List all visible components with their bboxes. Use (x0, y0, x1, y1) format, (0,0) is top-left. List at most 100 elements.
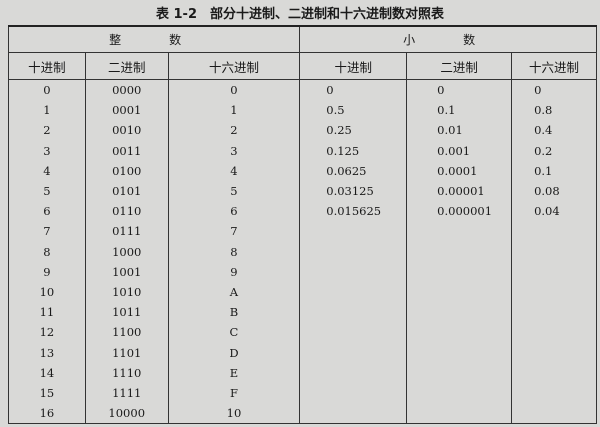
table-cell: 4 (167, 160, 301, 181)
table-row: 5 0101 5 0.03125 0.00001 0.08 (8, 180, 597, 202)
table-cell: 1 (167, 100, 301, 121)
number-system-table: 整 数 小 数 十进制 二进制 十六进制 十进制 二进制 十六进制 0 0000 0… (7, 25, 597, 425)
table-cell (299, 382, 408, 403)
table-cell: 2 (167, 120, 301, 141)
table-cell (511, 281, 597, 303)
table-row: 4 0100 4 0.0625 0.0001 0.1 (8, 160, 597, 181)
table-cell: 0.015625 (299, 201, 408, 222)
table-cell: 2 (8, 120, 86, 141)
table-cell (406, 261, 513, 282)
table-cell: 1001 (84, 261, 169, 282)
table-cell: 15 (8, 382, 86, 403)
table-cell (299, 362, 408, 383)
table-row: 15 1111 F (8, 382, 597, 403)
table-cell: 1 (8, 100, 86, 121)
table-cell (299, 342, 408, 363)
table-cell: C (167, 322, 301, 343)
table-cell: 0.1 (406, 100, 513, 121)
table-cell: 3 (8, 140, 86, 161)
table-cell (406, 382, 513, 403)
table-cell: 16 (8, 403, 86, 425)
table-cell: 7 (8, 221, 86, 242)
table-cell (406, 241, 513, 262)
group-header-fraction: 小 数 (299, 25, 597, 53)
table-row: 3 0011 3 0.125 0.001 0.2 (8, 140, 597, 161)
table-row: 1 0001 1 0.5 0.1 0.8 (8, 100, 597, 121)
table-cell (406, 322, 513, 343)
table-cell (299, 261, 408, 282)
table-cell (406, 302, 513, 323)
table-row: 13 1101 D (8, 342, 597, 363)
column-header: 十进制 (8, 52, 86, 80)
table-cell: F (167, 382, 301, 403)
table-cell: 1010 (84, 281, 169, 303)
table-cell (511, 403, 597, 425)
table-cell: 7 (167, 221, 301, 242)
table-row: 0 0000 0 0 0 0 (8, 79, 597, 101)
table-row: 7 0111 7 (8, 221, 597, 242)
table-cell: E (167, 362, 301, 383)
table-cell: 0 (167, 79, 301, 101)
table-cell: 14 (8, 362, 86, 383)
column-header: 十进制 (299, 52, 408, 80)
table-cell: 0100 (84, 160, 169, 181)
table-cell: 1100 (84, 322, 169, 343)
table-cell: 5 (167, 180, 301, 202)
table-row: 2 0010 2 0.25 0.01 0.4 (8, 120, 597, 141)
table-cell: 8 (167, 241, 301, 262)
table-row: 8 1000 8 (8, 241, 597, 262)
table-cell: 0.5 (299, 100, 408, 121)
table-cell: 0.1 (511, 160, 597, 181)
table-cell (511, 362, 597, 383)
table-cell: 5 (8, 180, 86, 202)
table-cell: 10 (167, 403, 301, 425)
table-cell: 4 (8, 160, 86, 181)
table-cell (511, 342, 597, 363)
table-cell (299, 302, 408, 323)
table-cell: D (167, 342, 301, 363)
table-cell (406, 362, 513, 383)
table-cell: 3 (167, 140, 301, 161)
table-cell: 0.000001 (406, 201, 513, 222)
column-header: 十六进制 (167, 52, 301, 80)
table-cell: 0.2 (511, 140, 597, 161)
table-cell: 0.00001 (406, 180, 513, 202)
table-cell (406, 403, 513, 425)
table-cell: 0 (299, 79, 408, 101)
table-cell: 0.25 (299, 120, 408, 141)
table-cell (406, 281, 513, 303)
table-cell: 8 (8, 241, 86, 262)
column-header: 二进制 (84, 52, 169, 80)
table-cell: 0.04 (511, 201, 597, 222)
table-cell: A (167, 281, 301, 303)
table-cell (299, 241, 408, 262)
table-cell (511, 241, 597, 262)
table-row: 12 1100 C (8, 322, 597, 343)
table-cell: 0011 (84, 140, 169, 161)
table-cell: 6 (167, 201, 301, 222)
table-row: 10 1010 A (8, 281, 597, 303)
table-cell: 0 (406, 79, 513, 101)
table-cell: 0.0625 (299, 160, 408, 181)
table-cell: 0.125 (299, 140, 408, 161)
table-cell: 1110 (84, 362, 169, 383)
table-cell (511, 322, 597, 343)
table-row: 14 1110 E (8, 362, 597, 383)
table-cell: B (167, 302, 301, 323)
table-cell: 0.08 (511, 180, 597, 202)
table-cell: 0.4 (511, 120, 597, 141)
table-cell (511, 382, 597, 403)
table-cell (299, 403, 408, 425)
table-cell (406, 342, 513, 363)
table-cell: 0000 (84, 79, 169, 101)
column-header: 二进制 (406, 52, 513, 80)
table-cell (511, 302, 597, 323)
table-cell: 1101 (84, 342, 169, 363)
table-cell: 10 (8, 281, 86, 303)
table-cell (299, 221, 408, 242)
table-cell: 0101 (84, 180, 169, 202)
table-cell: 6 (8, 201, 86, 222)
table-cell: 0111 (84, 221, 169, 242)
table-cell: 0.001 (406, 140, 513, 161)
table-cell (511, 221, 597, 242)
